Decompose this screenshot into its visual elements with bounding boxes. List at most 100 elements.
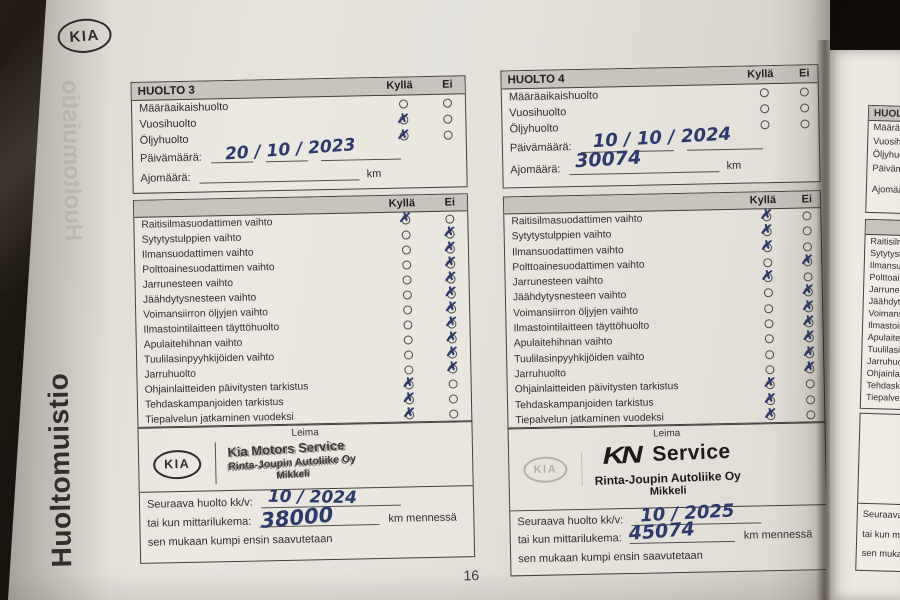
- booklet-side-title: Huoltomuistio: [42, 372, 78, 568]
- checkbox-kylla: [400, 215, 410, 225]
- left-page-content: KIA Huoltomuistio Huoltomuistio 16 HUOLT…: [0, 0, 837, 600]
- checkbox-ei: [802, 257, 812, 267]
- next-odometer-row: tai kun mittarilukema: km mennessä 38000: [140, 502, 473, 532]
- item-label: Jarruhuolto: [514, 368, 567, 381]
- column-header-kylla: Kyllä: [386, 79, 413, 92]
- row-label: Määräaikaishuolto: [508, 89, 599, 104]
- checkbox-kylla: [759, 104, 769, 114]
- checkbox-ei: [804, 333, 814, 343]
- item-label: Raitisilmasuodattimen vaihto: [511, 213, 643, 228]
- checkbox-kylla: [762, 227, 772, 237]
- checkbox-kylla: [401, 230, 411, 240]
- checkbox-ei: [448, 379, 458, 389]
- kia-logo-text: KIA: [68, 26, 101, 46]
- kia-logo-text: KIA: [164, 456, 191, 472]
- dealer-stamp: Kia Motors Service Rinta-Joupin Autoliik…: [227, 437, 357, 487]
- right-page-content: HUOLTO Määräaikaishuolto Vuosihuolto Ölj…: [826, 50, 900, 600]
- checkbox-kylla: [762, 242, 772, 252]
- item-label: Apulaitehihnan vaihto: [143, 337, 243, 351]
- checkbox-ei: [801, 211, 811, 221]
- item-label: Ilmansuodattimen vaihto: [141, 247, 254, 261]
- stamp-divider: [214, 442, 218, 485]
- checkbox-ei: [442, 114, 452, 124]
- item-label: Raitisilmasuodattimen vaihto: [141, 217, 273, 231]
- checkbox-kylla: [764, 334, 774, 344]
- next-service-label: Seuraava huolto kk/v:: [862, 508, 900, 521]
- page-number: 16: [463, 567, 480, 584]
- odometer-label: Ajomäärä:: [510, 163, 561, 177]
- item-label: Ilmastointilaitteen täyttöhuolto: [513, 320, 650, 335]
- item-label: Sytytystulppien vaihto: [511, 229, 612, 243]
- huolto3-stamp-box: Leima KIA Kia Motors Service Rinta-Joupi…: [137, 421, 474, 492]
- checkbox-kylla: [399, 131, 409, 141]
- huolto4-info-box: HUOLTO 4 Kyllä Ei Määräaikaishuolto Vuos…: [500, 64, 821, 189]
- item-label: Tuulilasinpyyhkijöiden vaihto: [144, 352, 275, 366]
- checkbox-ei: [803, 287, 813, 297]
- next-odometer-label: tai kun mittarilukema:: [147, 515, 252, 530]
- item-label: Tuulilasinpyyhkijöiden vaihto: [514, 351, 645, 365]
- checkbox-kylla: [402, 305, 412, 315]
- row-label: Öljyhuolto: [139, 133, 189, 147]
- checkbox-ei: [802, 226, 812, 236]
- date-label: Päivämäärä:: [139, 151, 202, 165]
- handwritten-next-odometer: 38000: [259, 502, 335, 533]
- item-label: Ohjainlaitteiden päivitysten tarkistus: [514, 381, 679, 396]
- item-label: Jäähdytysnesteen vaihto: [512, 290, 627, 304]
- checkbox-kylla: [763, 288, 773, 298]
- item-label: Ohjainlaitteiden päivitysten tarkistus: [144, 381, 309, 396]
- next-huolto-next-service-box: Seuraava huolto kk/v: tai kun mittariluk…: [855, 502, 900, 578]
- checkbox-ei: [448, 394, 458, 404]
- date-row: Päivämäärä: 20 / 10 / 2023: [133, 135, 466, 165]
- next-odometer-label: tai kun mittarilukema:: [517, 532, 622, 547]
- checkbox-kylla: [401, 245, 411, 255]
- item-label: Ilmastointilaitteen täyttöhuolto: [143, 322, 280, 336]
- checkbox-kylla: [404, 410, 414, 420]
- date-label: Päivämäärä:: [509, 141, 572, 155]
- row-label: Vuosihuolto: [509, 106, 567, 120]
- next-huolto-info-box: HUOLTO Määräaikaishuolto Vuosihuolto Ölj…: [865, 104, 900, 221]
- checkbox-kylla: [401, 260, 411, 270]
- checkbox-kylla: [398, 99, 408, 109]
- item-label: Jarrunesteen vaihto: [142, 277, 234, 291]
- checkbox-kylla: [403, 350, 413, 360]
- checkbox-ei: [799, 103, 809, 113]
- checkbox-kylla: [402, 320, 413, 330]
- whichever-first-row: sen mukaan kumpi ensin saavutetaan: [511, 547, 827, 566]
- item-label: Jäähdytysnesteen vaihto: [142, 292, 257, 306]
- checkbox-ei: [799, 87, 809, 97]
- checkbox-ei: [804, 364, 815, 374]
- row-label: Vuosihuolto: [139, 117, 197, 131]
- checkbox-kylla: [765, 380, 775, 390]
- column-header-kylla: Kyllä: [747, 68, 774, 81]
- huolto4-title: HUOLTO 4: [507, 72, 565, 86]
- whichever-first-label: sen mukaan kumpi ensin saavutetaan: [518, 549, 703, 566]
- item-label: Ilmansuodattimen vaihto: [511, 244, 624, 258]
- checkbox-ei: [805, 410, 815, 420]
- checkbox-kylla: [403, 335, 413, 345]
- checkbox-kylla: [402, 290, 412, 300]
- checkbox-ei: [447, 364, 457, 374]
- column-header-ei: Ei: [798, 67, 810, 80]
- item-label: Polttoainesuodattimen vaihto: [512, 259, 645, 274]
- item-label: Voimansiirron öljyjen vaihto: [143, 307, 269, 321]
- kia-new-logo: KN: [600, 441, 644, 470]
- huolto3-items-box: Kyllä Ei Raitisilmasuodattimen vaihto Sy…: [132, 193, 473, 428]
- km-by-label: km mennessä: [743, 528, 813, 542]
- column-header-ei: Ei: [444, 196, 456, 209]
- whichever-first-label: sen mukaan kumpi ensin saavutetaan: [147, 533, 333, 549]
- huolto4-stamp-box: KIA Leima KN Service Rinta-Joupin Autoli…: [507, 422, 828, 511]
- next-odometer-row: tai kun mittarilukema: km mennessä 45074: [511, 518, 827, 547]
- odometer-label: Ajomäärä:: [140, 171, 191, 185]
- item-label: Tiepalvelun jatkaminen vuodeksi: [515, 412, 664, 427]
- huolto3-info-box: HUOLTO 3 Kyllä Ei Määräaikaishuolto Vuos…: [130, 75, 468, 194]
- next-service-label: Seuraava huolto kk/v:: [517, 514, 624, 529]
- checkbox-ei: [802, 241, 812, 252]
- date-label: Päivämäärä:: [872, 162, 900, 175]
- column-header-ei: Ei: [801, 193, 813, 206]
- checkbox-ei: [805, 379, 815, 389]
- checkbox-kylla: [759, 120, 770, 130]
- item-label: Jarrunesteen vaihto: [512, 275, 604, 289]
- huolto3-title: HUOLTO 3: [137, 84, 195, 98]
- checkbox-ei: [443, 130, 453, 140]
- row-label: Määräaikaishuolto: [138, 101, 229, 115]
